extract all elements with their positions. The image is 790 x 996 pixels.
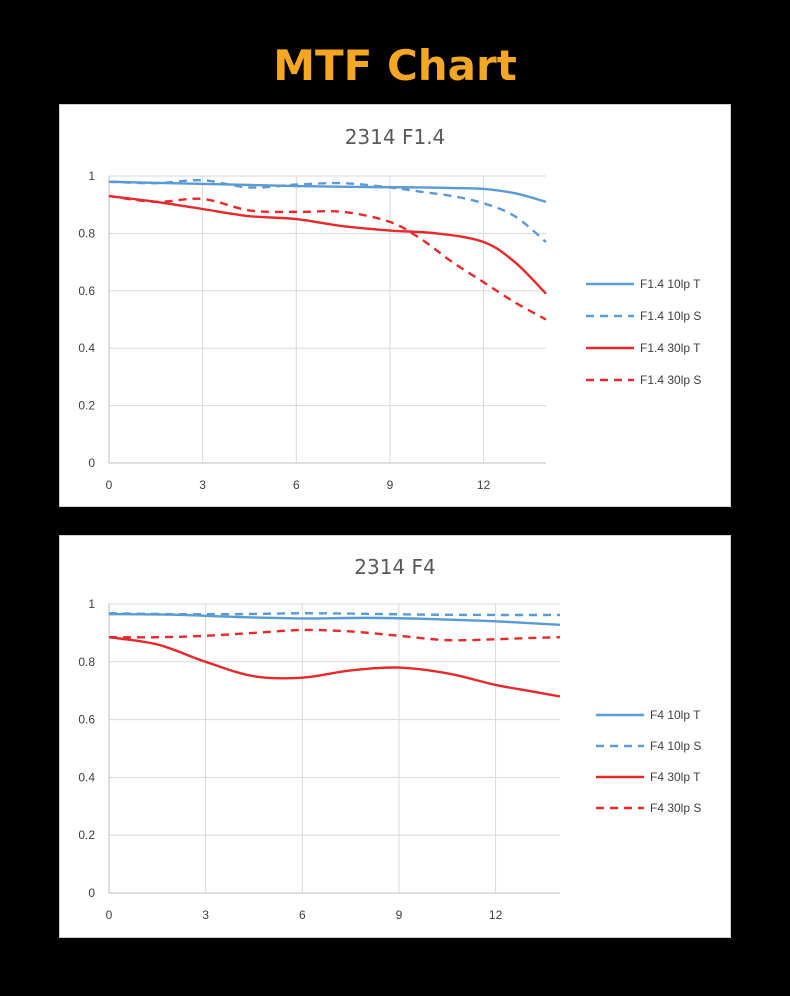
legend-label: F4 10lp T	[650, 708, 701, 722]
y-tick-label: 0	[88, 886, 95, 900]
series-line-4	[108, 628, 561, 642]
series-line-2	[108, 179, 547, 243]
y-tick-label: 0.6	[78, 713, 95, 727]
y-tick-label: 0.2	[78, 399, 95, 413]
x-tick-label: 0	[106, 908, 113, 922]
series-line-3	[108, 636, 561, 698]
series-line-1	[108, 180, 547, 203]
x-tick-label: 12	[489, 908, 503, 922]
x-tick-label: 6	[299, 908, 306, 922]
x-tick-label: 6	[293, 478, 300, 492]
y-tick-label: 0.2	[78, 828, 95, 842]
mtf-chart-f4: 2314 F4 0 0.2 0.4 0.6 0.8 1 0 3 6 9 12 F4 10lp T F4 1…	[78, 555, 701, 922]
x-tick-label: 9	[396, 908, 403, 922]
legend-label: F1.4 30lp S	[640, 373, 701, 387]
chart-panel-f4: 2314 F4 0 0.2 0.4 0.6 0.8 1 0 3 6 9 12 F4 10lp T F4 1…	[59, 535, 731, 938]
y-tick-label: 0.4	[78, 770, 95, 784]
legend-label: F4 30lp T	[650, 770, 701, 784]
y-tick-label: 0.4	[78, 341, 95, 355]
y-tick-label: 1	[88, 597, 95, 611]
page-title: MTF Chart	[273, 41, 517, 90]
series-line-4	[108, 194, 547, 321]
x-tick-label: 12	[477, 478, 491, 492]
legend-label: F4 10lp S	[650, 739, 701, 753]
x-tick-label: 9	[387, 478, 394, 492]
mtf-chart-f1-4: 2314 F1.4 0 0.2 0.4 0.6 0.8 1 0 3 6 9 12 F1.4 10lp T…	[78, 125, 701, 492]
chart-panel-f1-4: 2314 F1.4 0 0.2 0.4 0.6 0.8 1 0 3 6 9 12 F1.4 10lp T…	[59, 104, 731, 507]
x-tick-label: 3	[202, 908, 209, 922]
legend-label: F1.4 30lp T	[640, 341, 701, 355]
y-tick-label: 0.8	[78, 226, 95, 240]
y-tick-label: 0	[88, 456, 95, 470]
chart-title: 2314 F4	[354, 555, 435, 579]
x-tick-label: 3	[199, 478, 206, 492]
legend-label: F4 30lp S	[650, 801, 701, 815]
y-tick-label: 0.8	[78, 655, 95, 669]
legend-label: F1.4 10lp T	[640, 277, 701, 291]
y-tick-label: 0.6	[78, 284, 95, 298]
chart-title: 2314 F1.4	[345, 125, 446, 149]
x-tick-label: 0	[106, 478, 113, 492]
y-tick-label: 1	[88, 169, 95, 183]
series-line-2	[108, 612, 561, 617]
legend-label: F1.4 10lp S	[640, 309, 701, 323]
series-line-3	[108, 194, 547, 295]
